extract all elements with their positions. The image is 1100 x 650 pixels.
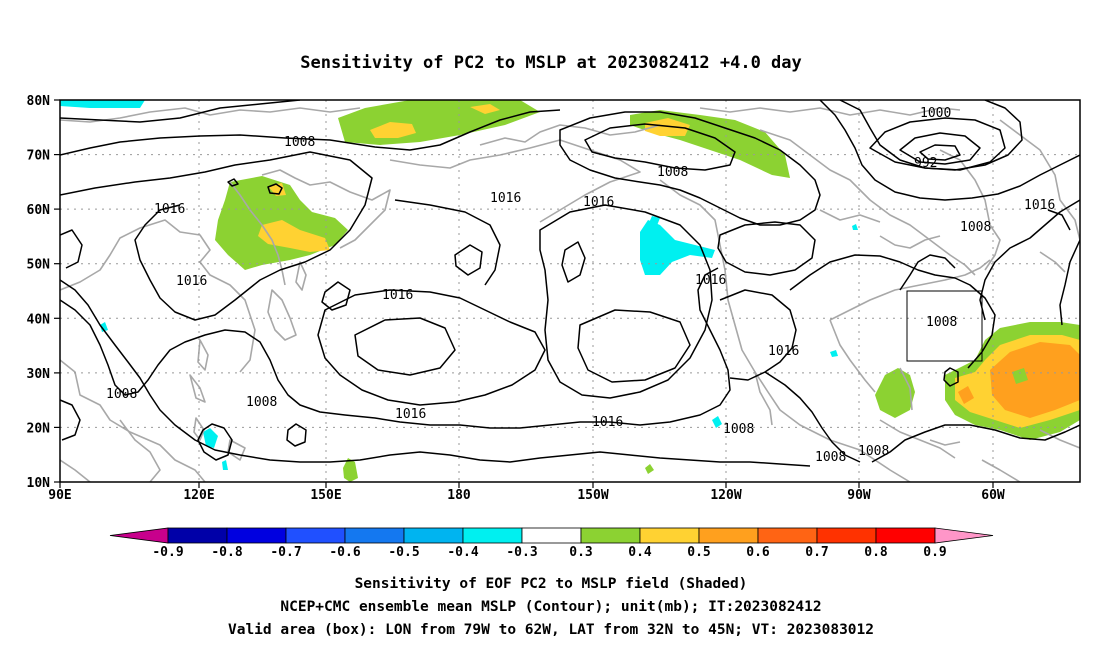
colorbar-swatch xyxy=(167,527,228,544)
colorbar-swatch xyxy=(580,527,641,544)
colorbar-swatch xyxy=(521,527,582,544)
contour-label: 1016 xyxy=(592,415,623,430)
colorbar-arrow-high xyxy=(934,527,994,544)
contour-label: 1008 xyxy=(926,315,957,330)
graticule xyxy=(60,100,1080,482)
contour-label: 1016 xyxy=(176,274,207,289)
contour-label: 1016 xyxy=(695,273,726,288)
sensitivity-shading-positive-high xyxy=(958,342,1080,418)
colorbar-label: -0.5 xyxy=(388,545,419,560)
colorbar-label: 0.7 xyxy=(805,545,828,560)
colorbar xyxy=(109,527,994,544)
sensitivity-shading-negative xyxy=(60,100,858,470)
contour-label: 1016 xyxy=(154,202,185,217)
colorbar-swatch xyxy=(757,527,818,544)
lat-label: 20N xyxy=(27,421,51,436)
colorbar-swatch xyxy=(462,527,523,544)
colorbar-labels: -0.9 -0.8 -0.7 -0.6 -0.5 -0.4 -0.3 0.3 0… xyxy=(152,545,946,560)
colorbar-label: 0.9 xyxy=(923,545,946,560)
colorbar-label: 0.4 xyxy=(628,545,652,560)
contour-label: 1016 xyxy=(583,195,614,210)
map-frame xyxy=(59,99,1081,483)
colorbar-label: -0.3 xyxy=(506,545,537,560)
lat-label: 30N xyxy=(27,367,51,382)
coastlines xyxy=(60,107,1080,482)
contour-label: 1008 xyxy=(657,165,688,180)
sensitivity-shading-inner-green xyxy=(1012,368,1028,384)
colorbar-swatch xyxy=(285,527,346,544)
contour-label: 1016 xyxy=(768,344,799,359)
lat-label: 50N xyxy=(27,258,51,273)
contour-label: 1008 xyxy=(815,450,846,465)
lat-label: 10N xyxy=(27,476,51,491)
caption-line-2: NCEP+CMC ensemble mean MSLP (Contour); u… xyxy=(280,599,821,615)
latitude-labels: 80N 70N 60N 50N 40N 30N 20N 10N xyxy=(27,94,51,491)
contour-labels: 1008 1016 1016 1016 1016 1016 1016 1016 … xyxy=(106,106,1055,465)
colorbar-label: 0.8 xyxy=(864,545,888,560)
colorbar-swatch xyxy=(639,527,700,544)
colorbar-label: -0.8 xyxy=(211,545,242,560)
contour-label: 1008 xyxy=(858,444,889,459)
caption-line-3: Valid area (box): LON from 79W to 62W, L… xyxy=(228,622,874,638)
lon-label: 180 xyxy=(447,488,471,503)
longitude-labels: 90E 120E 150E 180 150W 120W 90W 60W xyxy=(48,488,1005,503)
contour-label: 1008 xyxy=(246,395,277,410)
lon-label: 120W xyxy=(710,488,741,503)
colorbar-label: 0.5 xyxy=(687,545,710,560)
contour-label: 1016 xyxy=(382,288,413,303)
lon-label: 150W xyxy=(577,488,608,503)
colorbar-swatch xyxy=(344,527,405,544)
contour-label: 1008 xyxy=(106,387,137,402)
contour-label: 1016 xyxy=(490,191,521,206)
colorbar-swatch xyxy=(816,527,877,544)
axis-ticks xyxy=(54,99,994,488)
figure-title: Sensitivity of PC2 to MSLP at 2023082412… xyxy=(300,53,802,73)
colorbar-label: -0.7 xyxy=(270,545,301,560)
colorbar-swatch xyxy=(698,527,759,544)
contour-label: 1016 xyxy=(395,407,426,422)
colorbar-label: 0.3 xyxy=(569,545,592,560)
lon-label: 60W xyxy=(981,488,1005,503)
contour-label: 1016 xyxy=(1024,198,1055,213)
contour-label: 992 xyxy=(914,156,937,171)
colorbar-label: -0.9 xyxy=(152,545,183,560)
lon-label: 90E xyxy=(48,488,71,503)
lat-label: 70N xyxy=(27,149,51,164)
lon-label: 120E xyxy=(183,488,214,503)
colorbar-swatch xyxy=(875,527,936,544)
caption-line-1: Sensitivity of EOF PC2 to MSLP field (Sh… xyxy=(355,576,748,592)
colorbar-label: 0.6 xyxy=(746,545,770,560)
contour-label: 1008 xyxy=(960,220,991,235)
lon-label: 150E xyxy=(310,488,341,503)
colorbar-swatch xyxy=(226,527,287,544)
map-area: 1008 1016 1016 1016 1016 1016 1016 1016 … xyxy=(60,100,1080,482)
colorbar-label: -0.4 xyxy=(447,545,478,560)
lat-label: 80N xyxy=(27,94,51,109)
lat-label: 40N xyxy=(27,312,51,327)
valid-area-box xyxy=(906,290,983,362)
contour-label: 1008 xyxy=(723,422,754,437)
colorbar-label: -0.6 xyxy=(329,545,360,560)
contour-label: 1000 xyxy=(920,106,951,121)
colorbar-swatch xyxy=(403,527,464,544)
contour-label: 1008 xyxy=(284,135,315,150)
colorbar-arrow-low xyxy=(109,527,169,544)
lon-label: 90W xyxy=(847,488,871,503)
lat-label: 60N xyxy=(27,203,51,218)
